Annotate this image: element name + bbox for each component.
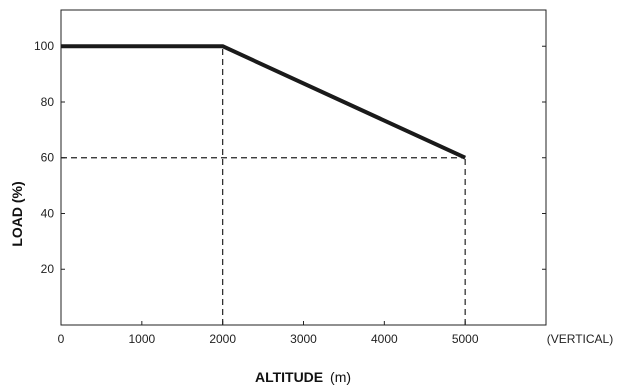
x-tick-label: 1000 (128, 332, 155, 346)
series-group (61, 44, 467, 160)
load-derating-line (61, 44, 467, 160)
x-tick-label: 3000 (290, 332, 317, 346)
x-note-label: (VERTICAL) (547, 332, 613, 346)
y-tick-label: 100 (34, 39, 54, 53)
y-axis-ticks: 20 40 60 80 100 (34, 39, 546, 276)
y-tick-label: 80 (41, 95, 55, 109)
plot-frame (60, 9, 547, 326)
x-tick-label: 5000 (452, 332, 479, 346)
y-tick-label: 20 (41, 262, 55, 276)
y-tick-label: 60 (41, 151, 55, 165)
x-tick-label: 4000 (371, 332, 398, 346)
x-axis-title: ALTITUDE (m) (255, 369, 351, 385)
x-tick-label: 2000 (209, 332, 236, 346)
x-axis-title-unit: (m) (330, 369, 351, 385)
reference-lines (61, 46, 466, 325)
y-axis-title: LOAD (%) (9, 181, 25, 246)
x-axis-title-main: ALTITUDE (255, 369, 323, 385)
y-tick-label: 40 (41, 206, 55, 220)
x-tick-label: 0 (58, 332, 65, 346)
